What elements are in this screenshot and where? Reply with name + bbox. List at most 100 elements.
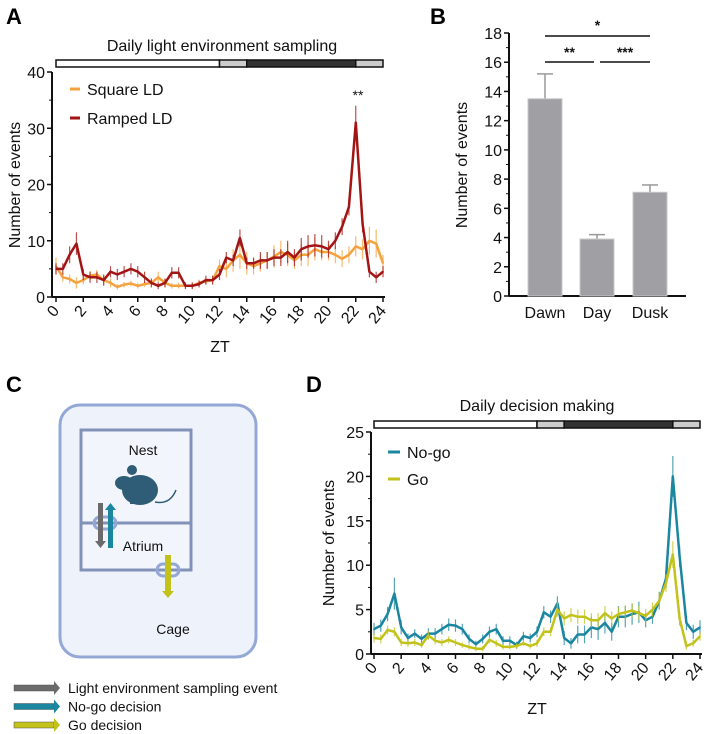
data-point	[82, 273, 85, 276]
legend-arrow-icon	[13, 699, 60, 714]
light-bar-segment-ramp	[536, 420, 565, 429]
data-point	[488, 638, 491, 641]
chart-a-ylabel: Number of events	[7, 122, 24, 248]
chart-d-ylabel: Number of events	[321, 480, 338, 606]
panel-label-d: D	[306, 372, 322, 397]
diagram-legend-label: Light environment sampling event	[68, 680, 277, 696]
series-ramped-ld	[55, 105, 384, 290]
data-point	[327, 248, 330, 250]
data-point	[191, 284, 194, 287]
data-point	[597, 628, 599, 630]
data-point	[678, 555, 681, 558]
data-point	[495, 642, 498, 645]
data-point	[672, 475, 674, 478]
data-point	[556, 608, 559, 611]
y-tick-label: 16	[484, 55, 502, 72]
data-point	[434, 639, 436, 642]
legend-arrow-icon	[13, 681, 60, 695]
mouse-icon	[115, 465, 177, 505]
x-tick-label: 20	[628, 660, 653, 685]
y-tick-label: 12	[484, 114, 502, 131]
data-point	[407, 642, 409, 645]
data-point	[184, 284, 187, 287]
x-tick-label: 24	[366, 303, 391, 328]
data-point	[368, 239, 371, 242]
data-point	[130, 282, 132, 285]
data-point	[361, 248, 364, 250]
data-point	[583, 633, 586, 636]
data-point	[481, 647, 484, 650]
legend-label-nogo: No-go	[407, 445, 451, 462]
legend-label-square-ld: Square LD	[87, 82, 164, 99]
apparatus-diagram: Nest Atrium Cage Light environment sampl…	[13, 403, 277, 733]
data-point	[454, 641, 457, 644]
data-point	[549, 631, 552, 633]
y-tick-label: 10	[346, 558, 364, 575]
data-point	[361, 223, 364, 225]
data-point	[685, 622, 688, 624]
data-point	[576, 615, 579, 618]
data-point	[232, 259, 234, 262]
legend-arrow-icon	[13, 718, 60, 732]
series-line	[373, 475, 701, 647]
data-point	[692, 642, 695, 645]
data-point	[157, 276, 159, 279]
y-tick-label: 15	[346, 514, 364, 531]
data-point	[177, 272, 180, 274]
light-bar-segment-light	[55, 59, 221, 68]
nogo-arrow-icon	[105, 503, 116, 548]
data-point	[386, 629, 389, 631]
x-tick-label: 4	[99, 303, 118, 321]
data-point	[68, 254, 71, 256]
x-tick-label: 22	[338, 303, 363, 328]
data-point	[502, 646, 504, 648]
data-point	[529, 645, 532, 647]
data-point	[515, 645, 518, 647]
data-point	[420, 644, 423, 646]
data-point	[116, 273, 119, 276]
legend-label-go: Go	[407, 472, 428, 489]
y-tick-label: 14	[484, 84, 502, 101]
data-point	[699, 626, 701, 629]
data-point	[542, 631, 545, 633]
data-point	[300, 248, 303, 250]
data-point	[375, 276, 377, 279]
data-point	[259, 259, 262, 262]
data-point	[583, 615, 586, 618]
significance-label: *	[595, 17, 601, 33]
arrow-shaft	[13, 703, 55, 710]
data-point	[75, 282, 78, 284]
x-tick-label: 22	[655, 660, 680, 685]
data-point	[136, 284, 139, 287]
diagram-legend-label: No-go decision	[68, 699, 161, 715]
data-point	[62, 276, 64, 279]
data-point	[400, 641, 402, 644]
data-point	[205, 279, 207, 281]
data-point	[136, 270, 139, 273]
data-point	[341, 257, 343, 260]
data-point	[427, 634, 430, 637]
data-point	[624, 611, 627, 614]
y-tick-label: 0	[36, 290, 45, 307]
panel-label-b: B	[430, 4, 446, 29]
data-point	[522, 642, 525, 645]
x-tick-label: 6	[444, 660, 463, 678]
data-point	[610, 631, 613, 633]
chart-d-decision-making: Daily decision making Number of events Z…	[321, 398, 707, 718]
data-point	[379, 624, 382, 627]
data-point	[617, 613, 620, 615]
nest-atrium-enclosure	[79, 428, 193, 572]
data-point	[638, 612, 640, 614]
data-point	[143, 283, 146, 285]
x-tick-label: 6	[126, 303, 145, 321]
data-point	[488, 631, 491, 633]
data-point	[651, 608, 654, 611]
data-point	[468, 638, 470, 640]
arrow-head	[54, 681, 60, 695]
data-point	[481, 638, 484, 640]
y-tick-label: 30	[27, 121, 45, 138]
data-point	[549, 615, 552, 618]
data-point	[150, 282, 153, 284]
data-point	[610, 617, 613, 620]
data-point	[143, 276, 146, 279]
